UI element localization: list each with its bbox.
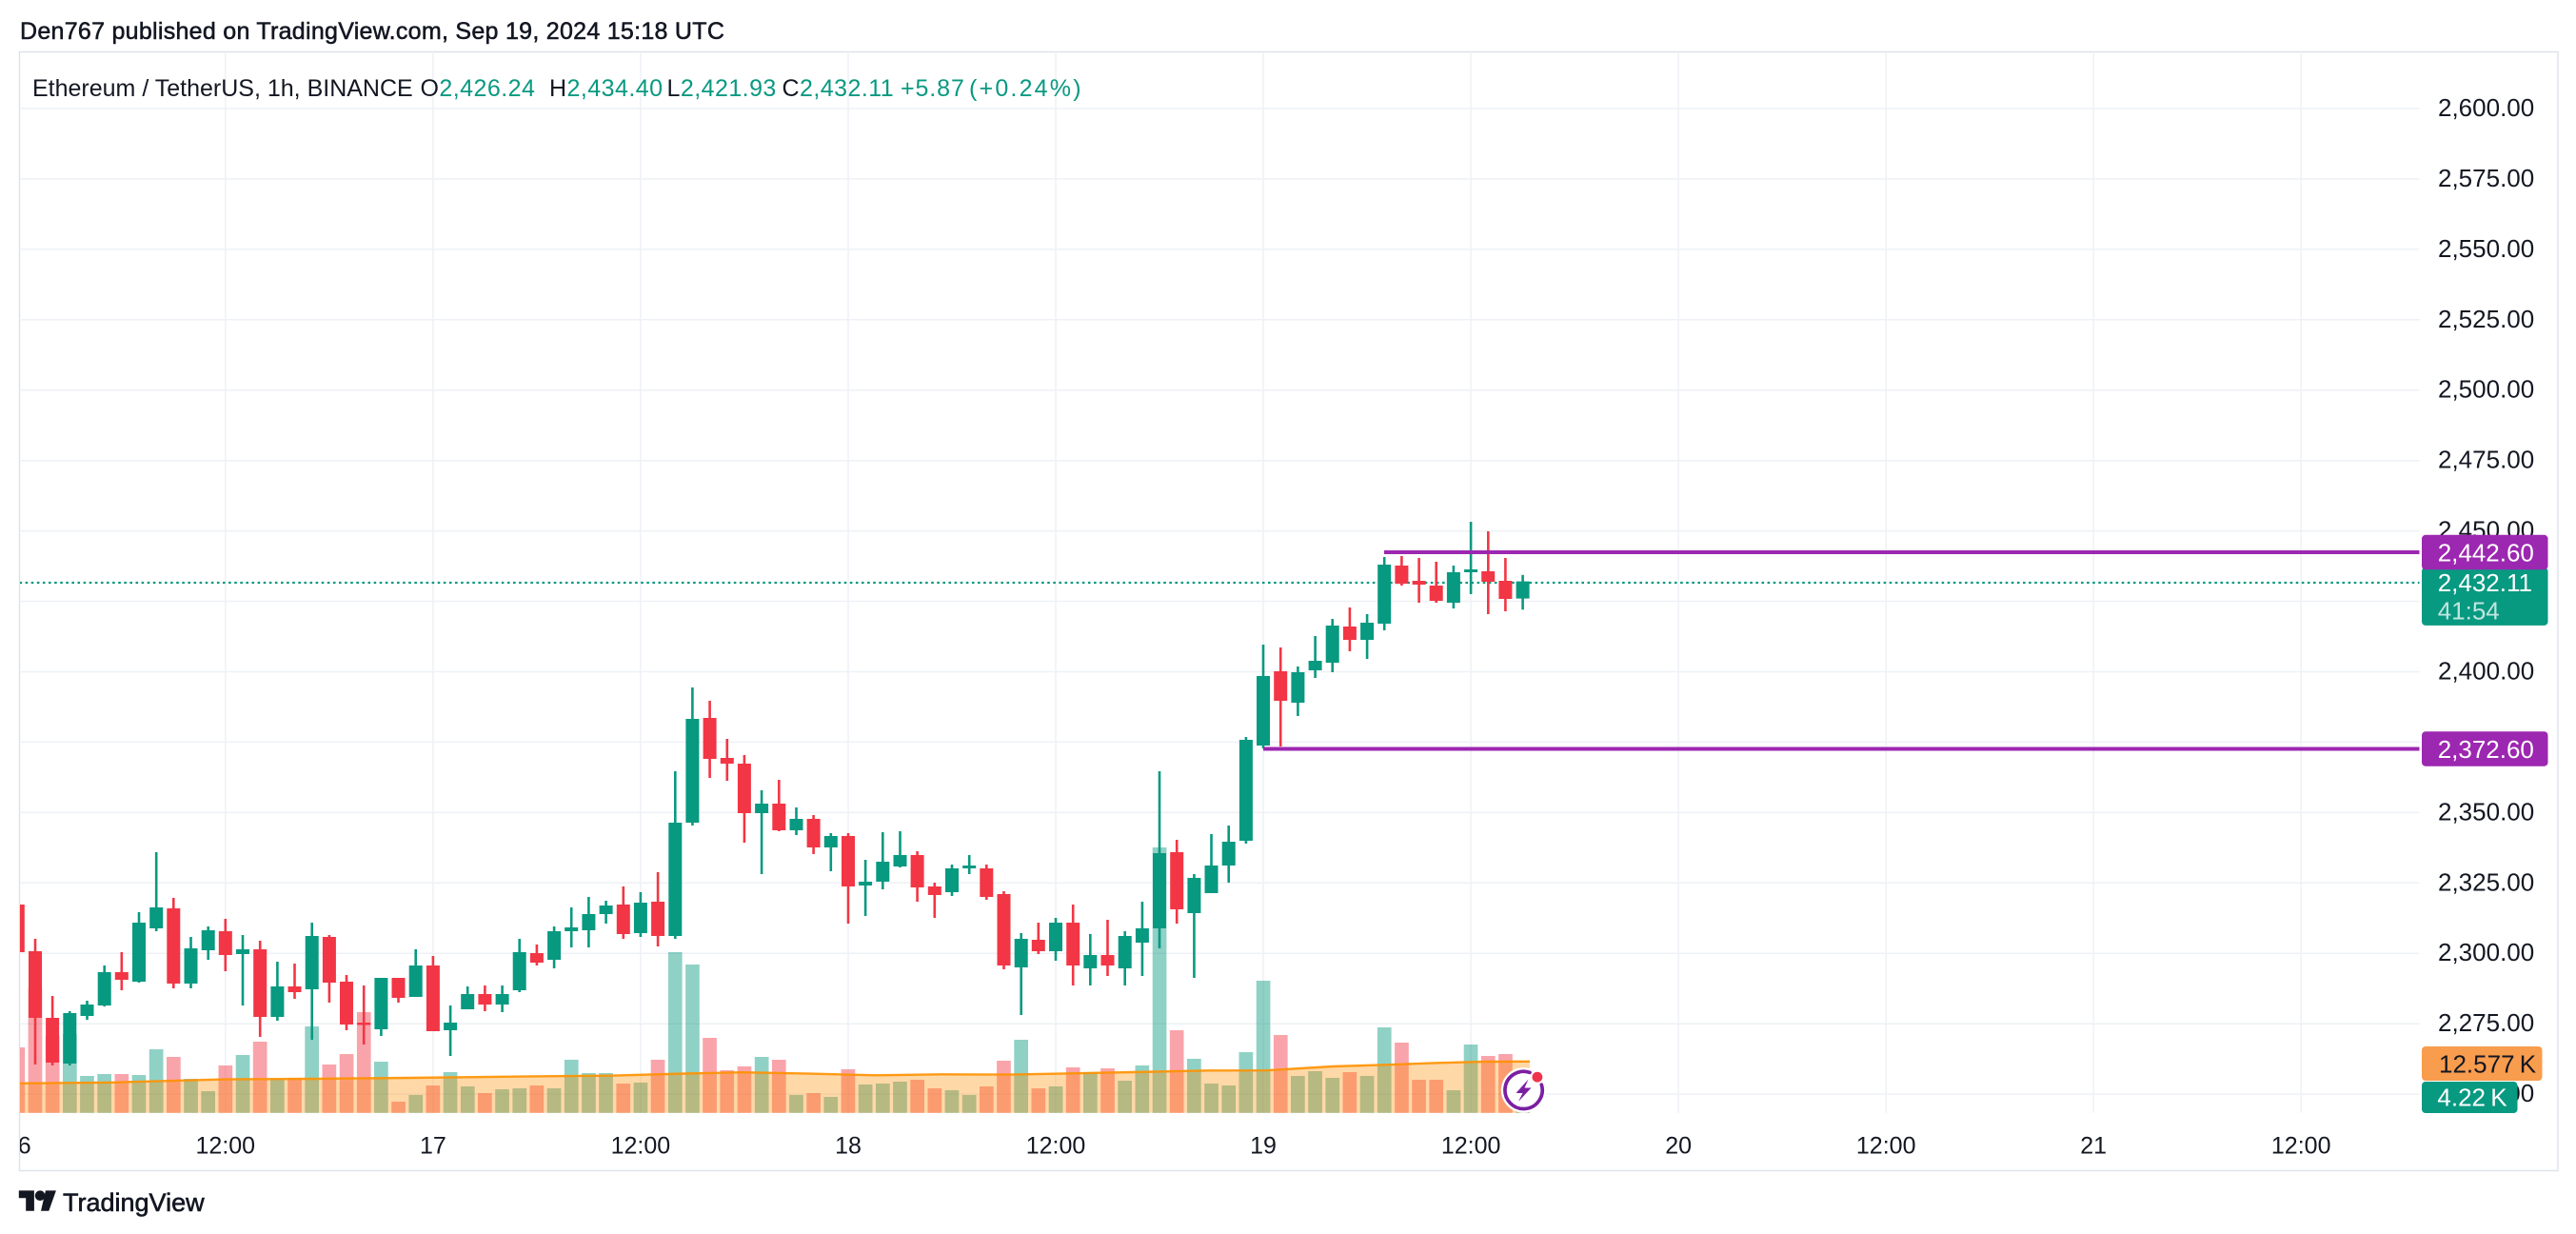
svg-text:20: 20 — [1665, 1132, 1692, 1159]
svg-text:21: 21 — [2080, 1132, 2107, 1159]
svg-text:2,275.00: 2,275.00 — [2438, 1008, 2534, 1037]
svg-text:2,400.00: 2,400.00 — [2438, 657, 2534, 686]
svg-text:19: 19 — [1250, 1132, 1277, 1159]
svg-text:2,500.00: 2,500.00 — [2438, 375, 2534, 404]
svg-text:4.22 K: 4.22 K — [2437, 1084, 2507, 1112]
svg-text:+5.87: +5.87 — [901, 75, 965, 102]
svg-text:2,300.00: 2,300.00 — [2438, 938, 2534, 966]
svg-text:41:54: 41:54 — [2438, 597, 2500, 626]
svg-text:12.577 K: 12.577 K — [2439, 1050, 2537, 1079]
svg-text:2,575.00: 2,575.00 — [2438, 164, 2534, 192]
svg-text:12:00: 12:00 — [196, 1132, 256, 1159]
svg-text:18: 18 — [835, 1132, 862, 1159]
svg-text:(+0.24%): (+0.24%) — [969, 75, 1083, 102]
svg-text:TradingView: TradingView — [63, 1188, 205, 1217]
svg-text:16: 16 — [5, 1132, 31, 1159]
svg-text:H2,434.40: H2,434.40 — [549, 75, 663, 102]
svg-text:12:00: 12:00 — [2271, 1132, 2331, 1159]
svg-text:2,550.00: 2,550.00 — [2438, 234, 2534, 263]
svg-text:12:00: 12:00 — [611, 1132, 671, 1159]
svg-text:2,325.00: 2,325.00 — [2438, 867, 2534, 896]
svg-text:12:00: 12:00 — [1856, 1132, 1916, 1159]
svg-text:12:00: 12:00 — [1441, 1132, 1501, 1159]
svg-text:2,475.00: 2,475.00 — [2438, 446, 2534, 474]
svg-text:2,600.00: 2,600.00 — [2438, 93, 2534, 122]
svg-text:2,432.11: 2,432.11 — [2438, 568, 2532, 597]
svg-text:17: 17 — [420, 1132, 446, 1159]
svg-text:Den767 published on TradingVie: Den767 published on TradingView.com, Sep… — [20, 18, 724, 45]
svg-text:L2,421.93: L2,421.93 — [667, 75, 777, 102]
svg-text:2,350.00: 2,350.00 — [2438, 797, 2534, 826]
svg-text:O2,426.24: O2,426.24 — [421, 75, 536, 102]
svg-text:2,372.60: 2,372.60 — [2438, 735, 2534, 764]
svg-text:Ethereum / TetherUS, 1h, BINAN: Ethereum / TetherUS, 1h, BINANCE — [32, 75, 413, 102]
svg-text:2,442.60: 2,442.60 — [2438, 539, 2534, 567]
svg-text:12:00: 12:00 — [1026, 1132, 1086, 1159]
svg-text:2,525.00: 2,525.00 — [2438, 305, 2534, 333]
svg-text:C2,432.11: C2,432.11 — [783, 75, 895, 102]
